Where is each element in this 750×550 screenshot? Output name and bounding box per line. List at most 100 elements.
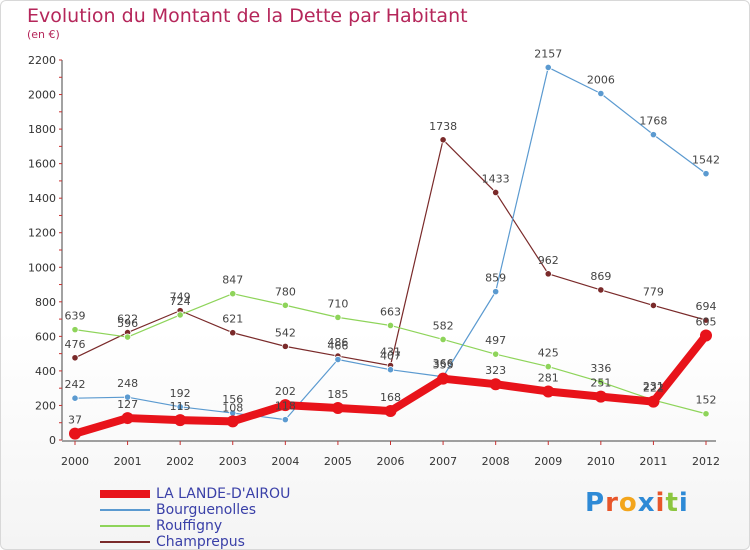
data-label: 869 <box>590 270 611 283</box>
data-point-la-lande-d-airou <box>542 385 555 398</box>
data-point-rouffigny <box>386 321 395 330</box>
data-label: 497 <box>485 334 506 347</box>
data-point-rouffigny <box>439 335 447 344</box>
data-label: 847 <box>222 274 243 287</box>
data-point-bourguenolles <box>597 89 605 98</box>
legend-swatch <box>100 490 150 498</box>
x-tick-label: 2011 <box>639 455 667 468</box>
data-label: 168 <box>380 391 401 404</box>
data-point-champrepus <box>71 354 79 362</box>
data-point-bourguenolles <box>649 131 658 139</box>
data-point-rouffigny <box>597 378 605 386</box>
legend-label: LA LANDE-D'AIROU <box>156 486 291 502</box>
data-label: 710 <box>327 297 348 310</box>
y-tick-label: 600 <box>35 330 56 343</box>
data-point-bourguenolles <box>702 170 710 178</box>
data-point-rouffigny <box>544 362 552 371</box>
data-label: 336 <box>590 362 611 375</box>
x-tick-label: 2010 <box>587 455 615 468</box>
y-tick-label: 2000 <box>28 89 56 102</box>
data-label: 780 <box>275 285 296 298</box>
data-label: 1433 <box>482 172 510 185</box>
chart-title: Evolution du Montant de la Dette par Hab… <box>27 5 468 27</box>
x-tick-label: 2003 <box>219 455 247 468</box>
data-point-la-lande-d-airou <box>594 390 607 403</box>
x-tick-label: 2001 <box>114 455 142 468</box>
data-point-la-lande-d-airou <box>331 402 344 415</box>
data-point-la-lande-d-airou <box>437 372 450 385</box>
data-label: 431 <box>380 346 401 359</box>
data-label: 694 <box>696 300 717 313</box>
data-label: 596 <box>117 317 138 330</box>
data-label: 622 <box>117 313 138 326</box>
data-label: 281 <box>538 371 559 384</box>
data-point-la-lande-d-airou <box>69 427 81 440</box>
data-point-champrepus <box>439 136 447 144</box>
data-label: 156 <box>222 393 243 406</box>
chart-unit-label: (en €) <box>27 28 60 41</box>
data-point-bourguenolles <box>544 63 552 72</box>
data-label: 749 <box>170 291 191 304</box>
data-label: 582 <box>433 319 454 332</box>
data-point-champrepus <box>229 329 237 337</box>
logo-letter: o <box>618 488 638 518</box>
data-label: 366 <box>433 357 454 370</box>
x-tick-label: 2008 <box>482 455 510 468</box>
y-tick-label: 800 <box>35 296 56 309</box>
data-point-champrepus <box>702 316 710 324</box>
data-label: 185 <box>327 388 348 401</box>
data-label: 1768 <box>639 115 667 128</box>
logo-letter: t <box>665 488 679 518</box>
data-label: 192 <box>170 387 191 400</box>
logo-letter: i <box>655 488 666 518</box>
data-point-champrepus <box>597 286 605 294</box>
data-label: 127 <box>117 398 138 411</box>
data-point-bourguenolles <box>386 366 395 374</box>
x-tick-label: 2007 <box>429 455 457 468</box>
chart-series <box>69 63 712 440</box>
data-label: 724 <box>170 295 191 308</box>
data-point-la-lande-d-airou <box>647 395 660 408</box>
data-label: 542 <box>275 326 296 339</box>
legend-swatch <box>100 525 150 527</box>
data-point-bourguenolles <box>123 393 132 401</box>
data-point-rouffigny <box>702 410 710 418</box>
x-tick-label: 2005 <box>324 455 352 468</box>
data-point-bourguenolles <box>492 288 500 296</box>
chart-data-labels: 37 127 115 108 202 185 168 355 323 281 251 222 605 24… <box>65 47 721 426</box>
data-point-bourguenolles <box>71 394 79 402</box>
legend-swatch <box>100 509 150 511</box>
y-tick-label: 1200 <box>28 227 56 240</box>
data-label: 242 <box>65 378 86 391</box>
y-tick-label: 1400 <box>28 192 56 205</box>
series-line-champrepus <box>74 139 707 367</box>
y-tick-label: 1600 <box>28 158 56 171</box>
data-point-la-lande-d-airou <box>489 378 502 391</box>
data-label: 2006 <box>587 74 615 87</box>
logo-letter: P <box>585 488 606 518</box>
data-label: 115 <box>170 400 191 413</box>
data-point-la-lande-d-airou <box>700 329 712 342</box>
data-label: 407 <box>380 350 401 363</box>
data-label: 231 <box>643 380 664 393</box>
data-label: 323 <box>485 364 506 377</box>
logo-letter: x <box>637 488 656 518</box>
legend-label: Bourguenolles <box>156 502 257 518</box>
data-point-bourguenolles <box>176 403 184 411</box>
data-label: 37 <box>68 414 82 427</box>
logo-letter: r <box>605 488 619 518</box>
data-point-champrepus <box>492 188 500 197</box>
data-point-rouffigny <box>71 326 79 334</box>
data-label: 251 <box>590 377 611 390</box>
data-label: 605 <box>696 316 717 329</box>
data-label: 248 <box>117 377 138 390</box>
data-label: 621 <box>222 313 243 326</box>
data-point-rouffigny <box>123 333 132 341</box>
y-tick-label: 0 <box>49 434 56 447</box>
legend-swatch <box>100 541 150 543</box>
data-point-rouffigny <box>281 301 289 309</box>
data-label: 108 <box>222 401 243 414</box>
chart-axes: 0 200 400 600 800 1000 1200 1400 1600 1800 2000 220… <box>28 54 720 468</box>
data-point-champrepus <box>649 301 658 310</box>
